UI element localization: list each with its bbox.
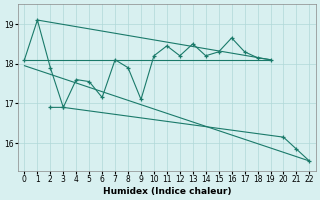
X-axis label: Humidex (Indice chaleur): Humidex (Indice chaleur)	[103, 187, 231, 196]
